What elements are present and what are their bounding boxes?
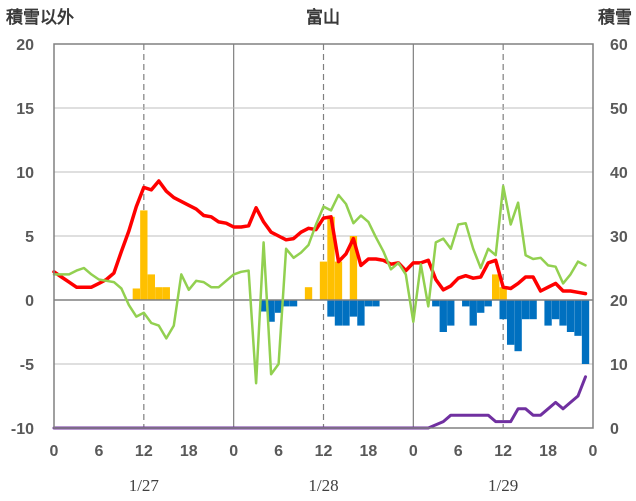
precipitation-bar bbox=[499, 287, 507, 300]
snow_change-bar bbox=[357, 300, 365, 326]
x-tick-label: 6 bbox=[94, 443, 103, 460]
left-tick-label: 15 bbox=[16, 101, 34, 118]
snow_change-bar bbox=[274, 300, 283, 313]
right-tick-label: 40 bbox=[610, 165, 628, 182]
snow_change-bar bbox=[499, 300, 507, 320]
snow_change-bar bbox=[267, 300, 275, 322]
snow_change-bar bbox=[521, 300, 530, 320]
right-tick-label: 60 bbox=[610, 37, 628, 54]
x-axis-ticks: 0 6 12 18 0 6 12 18 0 6 12 18 0 bbox=[50, 443, 598, 460]
precipitation-bar bbox=[334, 261, 343, 300]
right-tick-label: 30 bbox=[610, 229, 628, 246]
snow_change-bar bbox=[477, 300, 485, 313]
right-tick-label: 20 bbox=[610, 293, 628, 310]
left-tick-label: -10 bbox=[11, 421, 34, 438]
snow_change-bar bbox=[559, 300, 567, 326]
snow_change-bar bbox=[439, 300, 447, 332]
x-tick-label: 12 bbox=[135, 443, 153, 460]
snow_change-bar bbox=[544, 300, 552, 326]
right-tick-label: 10 bbox=[610, 357, 628, 374]
snow_change-bar bbox=[372, 300, 380, 307]
left-tick-label: 0 bbox=[25, 293, 34, 310]
snow_change-bar bbox=[364, 300, 373, 307]
series_green-line bbox=[52, 184, 587, 385]
x-tick-label: 18 bbox=[360, 443, 378, 460]
bar-series bbox=[132, 210, 590, 364]
precipitation-bar bbox=[147, 274, 155, 300]
chart-title: 富山 bbox=[306, 7, 340, 27]
date-label: 1/28 bbox=[308, 476, 338, 495]
snow_change-bar bbox=[327, 300, 335, 317]
x-tick-label: 6 bbox=[454, 443, 463, 460]
snow_change-bar bbox=[289, 300, 298, 307]
x-tick-label: 18 bbox=[180, 443, 198, 460]
precipitation-bar bbox=[162, 287, 170, 300]
precipitation-bar bbox=[327, 216, 335, 300]
left-axis-label: 積雪以外 bbox=[6, 7, 74, 27]
right-axis-label: 積雪 bbox=[598, 7, 632, 27]
snow_change-bar bbox=[574, 300, 582, 336]
snow_change-bar bbox=[259, 300, 268, 312]
x-tick-label: 18 bbox=[539, 443, 557, 460]
x-tick-label: 0 bbox=[50, 443, 59, 460]
precipitation-bar bbox=[492, 274, 500, 300]
temperature-line bbox=[52, 179, 588, 296]
left-tick-label: -5 bbox=[20, 357, 34, 374]
snow_change-bar bbox=[484, 300, 492, 307]
x-tick-label: 0 bbox=[229, 443, 238, 460]
x-tick-label: 12 bbox=[315, 443, 333, 460]
left-tick-label: 20 bbox=[16, 37, 34, 54]
snow_change-bar bbox=[349, 300, 358, 317]
right-tick-label: 50 bbox=[610, 101, 628, 118]
snow_change-bar bbox=[282, 300, 290, 307]
snow_change-bar bbox=[551, 300, 560, 320]
precipitation-bar bbox=[155, 287, 163, 300]
precipitation-bar bbox=[349, 236, 358, 300]
x-tick-label: 6 bbox=[274, 443, 283, 460]
right-tick-label: 0 bbox=[610, 421, 619, 438]
snow_change-bar bbox=[447, 300, 455, 326]
snow_change-bar bbox=[581, 300, 590, 364]
precipitation-bar bbox=[304, 287, 313, 300]
precipitation-bar bbox=[319, 261, 328, 300]
date-label: 1/29 bbox=[488, 476, 518, 495]
left-tick-label: 10 bbox=[16, 165, 34, 182]
precipitation-bar bbox=[132, 288, 141, 300]
snow_change-bar bbox=[566, 300, 575, 332]
snow_change-bar bbox=[469, 300, 477, 326]
left-axis-ticks: 20 15 10 5 0 -5 -10 bbox=[11, 37, 34, 438]
right-axis-ticks: 60 50 40 30 20 10 0 bbox=[610, 37, 628, 438]
snow_change-bar bbox=[432, 300, 440, 307]
x-tick-label: 0 bbox=[589, 443, 598, 460]
snow_change-bar bbox=[342, 300, 350, 326]
snow_change-bar bbox=[334, 300, 343, 326]
snow_change-bar bbox=[529, 300, 537, 320]
snow_change-bar bbox=[514, 300, 522, 352]
left-tick-label: 5 bbox=[25, 229, 34, 246]
snow_change-bar bbox=[462, 300, 470, 307]
precipitation-bar bbox=[140, 210, 148, 300]
date-labels: 1/27 1/28 1/29 bbox=[129, 476, 519, 495]
x-tick-label: 0 bbox=[409, 443, 418, 460]
plot-border bbox=[53, 43, 594, 429]
date-label: 1/27 bbox=[129, 476, 160, 495]
snow_change-bar bbox=[506, 300, 515, 345]
x-tick-label: 12 bbox=[494, 443, 512, 460]
